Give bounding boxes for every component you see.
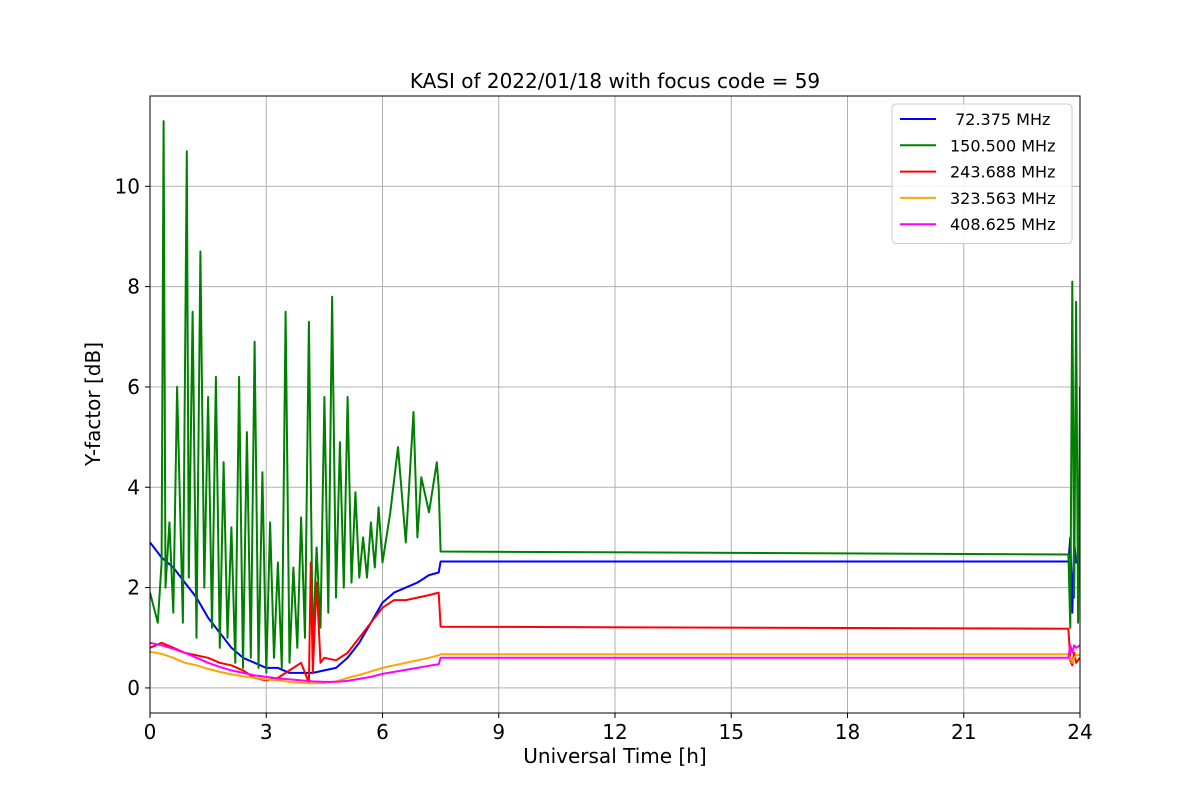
legend: 72.375 MHz 150.500 MHz 243.688 MHz 323.563 … [891, 103, 1073, 244]
y-tick-label: 6 [127, 375, 140, 399]
y-tick-label: 0 [127, 676, 140, 700]
series-line-2 [150, 120, 1080, 674]
legend-label-1: 72.375 MHz [950, 110, 1050, 129]
legend-label-4: 323.563 MHz [950, 189, 1055, 208]
x-tick-label: 15 [719, 720, 744, 744]
series-line-5 [150, 641, 1080, 683]
legend-label-2: 150.500 MHz [950, 136, 1055, 155]
chart-title: KASI of 2022/01/18 with focus code = 59 [410, 69, 820, 93]
y-tick-label: 2 [127, 576, 140, 600]
x-tick-label: 24 [1067, 720, 1092, 744]
legend-box [891, 103, 1073, 244]
y-tick-label: 8 [127, 275, 140, 299]
x-tick-label: 0 [144, 720, 157, 744]
x-tick-label: 6 [376, 720, 389, 744]
series-line-3 [150, 561, 1080, 684]
y-tick-label: 4 [127, 475, 140, 499]
plot-area [150, 120, 1080, 685]
legend-label-5: 408.625 MHz [950, 215, 1055, 234]
x-axis-label: Universal Time [h] [523, 744, 706, 768]
x-tick-label: 18 [835, 720, 860, 744]
x-tick-label: 21 [951, 720, 976, 744]
y-axis-label: Y-factor [dB] [81, 342, 105, 467]
legend-label-3: 243.688 MHz [950, 163, 1055, 182]
x-tick-label: 12 [602, 720, 627, 744]
y-tick-label: 10 [115, 174, 140, 198]
x-tick-label: 3 [260, 720, 273, 744]
x-tick-label: 9 [492, 720, 505, 744]
